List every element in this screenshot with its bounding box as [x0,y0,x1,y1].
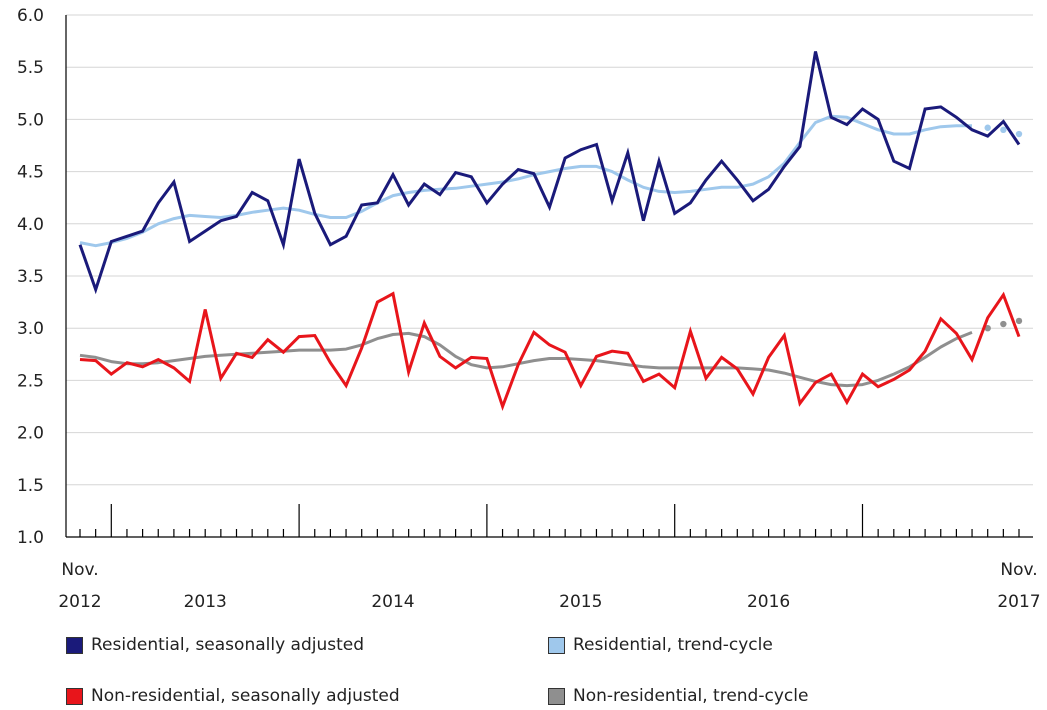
series-projected-point [984,325,991,332]
x-tick-label: 2017 [997,592,1040,612]
series-projected-point [1000,320,1007,328]
series-projected-point [1015,130,1023,138]
x-axis: Nov. 2012 2013 2014 2015 2016 Nov. 2017 [58,15,1041,612]
legend-item-residential-sa: Residential, seasonally adjusted [66,635,364,655]
legend-item-residential-trend: Residential, trend-cycle [548,635,773,655]
series-line-trend [79,331,973,388]
legend-label: Non-residential, trend-cycle [573,686,809,706]
y-tick-label: 4.0 [17,215,44,235]
series-projected-point [1000,126,1007,134]
series-line-trend [79,114,972,248]
legend-item-nonresidential-sa: Non-residential, seasonally adjusted [66,686,400,706]
series-projected-point [1015,317,1023,325]
legend-swatch [66,687,83,705]
y-tick-label: 6.0 [17,6,44,26]
x-tick-label: Nov. [61,560,98,580]
y-tick-label: 5.5 [17,58,44,78]
gridlines [66,14,1033,486]
x-tick-label: 2012 [58,592,101,612]
legend-label: Residential, trend-cycle [573,635,773,655]
x-tick-label: 2013 [184,592,227,612]
legend-label: Non-residential, seasonally adjusted [91,686,400,706]
y-tick-label: 2.5 [17,371,44,391]
x-tick-label: 2016 [747,592,790,612]
y-tick-label: 1.5 [17,476,44,496]
y-tick-label: 1.0 [17,528,44,548]
y-tick-label: 5.0 [17,110,44,130]
legend-swatch [66,636,83,654]
legend-label: Residential, seasonally adjusted [91,635,365,655]
legend-swatch [548,636,565,654]
legend-swatch [548,687,565,705]
y-tick-label: 3.5 [17,267,44,287]
series-projected-point [984,124,991,131]
series-line-sa [78,51,1021,295]
y-tick-label: 4.5 [17,163,44,183]
legend-item-nonresidential-trend: Non-residential, trend-cycle [548,686,808,706]
series-line-sa [79,291,1021,412]
x-tick-label: Nov. [1000,560,1037,580]
y-axis-ticks: 1.0 1.5 2.0 2.5 3.0 3.5 4.0 4.5 5.0 5.5 6.0 [17,6,44,548]
series-lines [78,51,1023,412]
y-tick-label: 2.0 [17,424,44,444]
x-tick-label: 2015 [559,592,602,612]
x-tick-label: 2014 [371,592,414,612]
y-tick-label: 3.0 [17,319,44,339]
